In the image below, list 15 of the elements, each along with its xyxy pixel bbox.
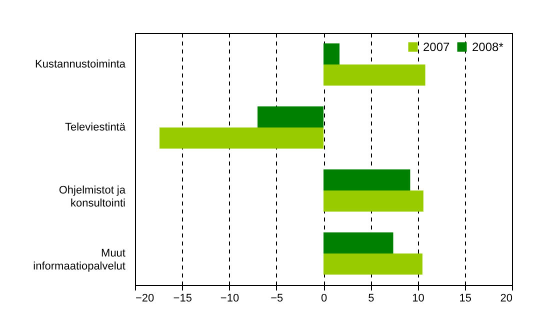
x-tick-label: −15 [173, 292, 192, 304]
x-tick-label: 5 [368, 292, 374, 304]
x-tick-label: −5 [270, 292, 284, 304]
x-tick-label: 15 [459, 292, 472, 304]
x-tick-label: 20 [500, 292, 512, 304]
x-tick-label: 10 [412, 292, 424, 304]
x-tick-label: 0 [320, 292, 328, 304]
y-tick-label: Kustannustoiminta [35, 58, 126, 70]
x-tick-label: −10 [220, 292, 240, 304]
y-tick-label: Televiestintä [64, 122, 126, 134]
x-tick-label: −20 [136, 292, 154, 304]
y-tick-label: Ohjelmistot ja konsultointi [58, 184, 126, 210]
legend-label: 2008* [472, 40, 504, 54]
legend-label: 2007 [423, 40, 450, 54]
y-tick-label: Muut informaatiopalvelut [33, 248, 126, 272]
